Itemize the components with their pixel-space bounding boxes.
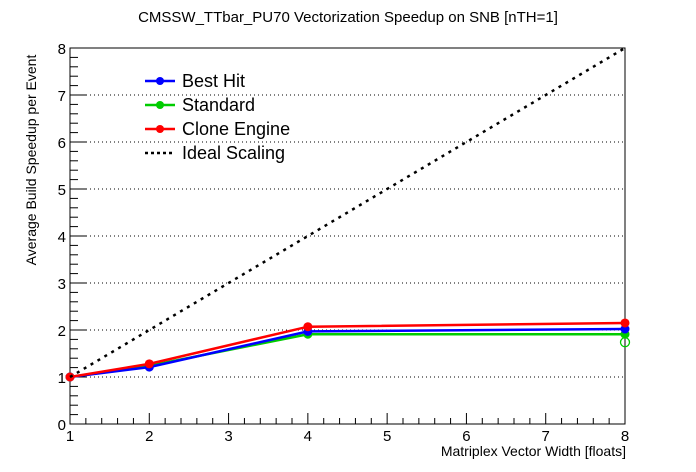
legend-entry-best-hit: Best Hit (145, 71, 245, 91)
x-tick-label: 7 (542, 428, 550, 445)
y-tick-label: 8 (58, 41, 66, 58)
x-tick-label: 8 (621, 428, 629, 445)
legend-label: Best Hit (182, 71, 245, 91)
legend: Best Hit Standard Clone Engine Ideal Scalin… (145, 71, 290, 163)
legend-entry-clone-engine: Clone Engine (145, 119, 290, 139)
data-point-clone-engine (144, 359, 154, 369)
y-tick-labels: 0 1 2 3 4 5 6 7 8 (58, 41, 66, 434)
x-tick-label: 1 (66, 428, 74, 445)
y-tick-label: 7 (58, 88, 66, 105)
legend-marker (156, 125, 164, 133)
series-line-standard (69, 332, 625, 379)
y-tick-label: 0 (58, 417, 66, 434)
y-tick-label: 2 (58, 323, 66, 340)
legend-entry-ideal-scaling: Ideal Scaling (145, 143, 285, 163)
legend-marker (156, 101, 164, 109)
axis-ticks (69, 47, 626, 425)
series-line-clone-engine (69, 321, 626, 379)
grid (70, 94, 625, 378)
series-line-ideal-scaling (69, 46, 626, 379)
series-group (65, 46, 631, 382)
data-point-clone-engine (620, 318, 630, 328)
legend-label: Ideal Scaling (182, 143, 285, 163)
y-axis-title: Average Build Speedup per Event (23, 55, 39, 266)
x-tick-label: 5 (383, 428, 391, 445)
legend-marker (156, 77, 164, 85)
legend-label: Clone Engine (182, 119, 290, 139)
open-point-standard (619, 337, 631, 348)
legend-label: Standard (182, 95, 255, 115)
series-line-best-hit (69, 327, 626, 379)
y-tick-label: 3 (58, 276, 66, 293)
y-tick-label: 6 (58, 135, 66, 152)
x-axis-title: Matriplex Vector Width [floats] (441, 443, 626, 459)
data-point-clone-engine (303, 322, 313, 332)
x-tick-labels: 1 2 3 4 5 6 7 8 (66, 428, 629, 445)
y-tick-label: 4 (58, 229, 66, 246)
legend-entry-standard: Standard (145, 95, 255, 115)
y-tick-label: 1 (58, 370, 66, 387)
x-tick-label: 3 (224, 428, 232, 445)
x-tick-label: 6 (462, 428, 470, 445)
x-tick-label: 4 (304, 428, 312, 445)
x-tick-label: 2 (145, 428, 153, 445)
chart-title: CMSSW_TTbar_PU70 Vectorization Speedup o… (138, 9, 558, 26)
y-tick-label: 5 (58, 182, 66, 199)
